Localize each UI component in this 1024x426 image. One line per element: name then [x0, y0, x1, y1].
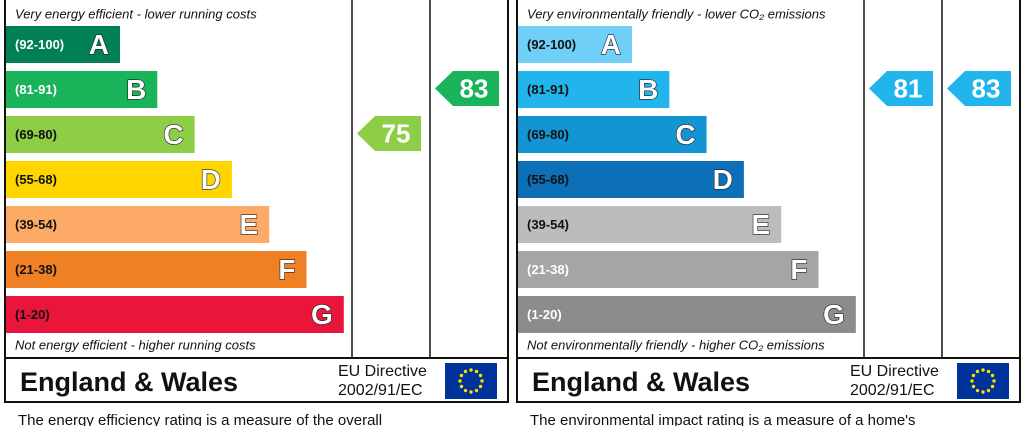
eu-star — [463, 369, 468, 374]
rating-band — [6, 206, 270, 243]
epc-panel: Very environmentally friendly - lower CO… — [516, 0, 1021, 426]
band-letter: E — [240, 209, 259, 240]
directive: EU Directive — [850, 363, 939, 380]
current-score: 81 — [894, 73, 923, 103]
band-range: (39-54) — [15, 217, 57, 232]
eu-star — [975, 388, 980, 393]
eu-star — [986, 388, 991, 393]
footer-title: England & Wales — [532, 367, 750, 397]
eu-star — [981, 390, 985, 394]
eu-star — [971, 373, 976, 378]
band-range: (1-20) — [15, 307, 50, 322]
eu-star — [463, 388, 468, 393]
band-letter: B — [126, 74, 146, 105]
band-range: (69-80) — [527, 127, 569, 142]
eu-star — [459, 384, 464, 389]
rating-band — [6, 161, 232, 198]
eu-star — [981, 368, 985, 372]
band-range: (81-91) — [15, 82, 57, 97]
eu-star — [474, 369, 479, 374]
bottom-note: Not environmentally friendly - higher CO… — [527, 337, 825, 352]
eu-star — [992, 379, 996, 383]
panel-frame — [516, 0, 1021, 403]
rating-band — [518, 161, 744, 198]
eu-star — [478, 384, 483, 389]
directive: 2002/91/EC — [338, 382, 423, 399]
band-letter: B — [638, 74, 658, 105]
description: The energy efficiency rating is a measur… — [18, 412, 382, 426]
rating-band — [6, 26, 120, 63]
band-range: (39-54) — [527, 217, 569, 232]
rating-band — [518, 296, 856, 333]
eu-star — [478, 373, 483, 378]
rating-band — [6, 296, 344, 333]
eu-star — [986, 369, 991, 374]
potential-arrow — [947, 71, 1011, 106]
band-range: (21-38) — [15, 262, 57, 277]
eu-star — [480, 379, 484, 383]
footer-title: England & Wales — [20, 367, 238, 397]
eu-star — [990, 373, 995, 378]
rating-band — [518, 116, 707, 153]
band-letter: C — [675, 119, 695, 150]
potential-score: 83 — [460, 73, 489, 103]
eu-star — [469, 390, 473, 394]
band-range: (81-91) — [527, 82, 569, 97]
eu-star — [459, 373, 464, 378]
band-range: (92-100) — [527, 37, 576, 52]
band-letter: A — [89, 29, 109, 60]
rating-band — [6, 116, 195, 153]
band-letter: F — [790, 254, 807, 285]
band-range: (55-68) — [527, 172, 569, 187]
band-letter: E — [752, 209, 771, 240]
eu-star — [990, 384, 995, 389]
band-range: (55-68) — [15, 172, 57, 187]
band-letter: G — [823, 299, 845, 330]
current-arrow — [869, 71, 933, 106]
eu-star — [971, 384, 976, 389]
band-letter: D — [713, 164, 733, 195]
rating-band — [6, 251, 307, 288]
epc-panel: Very energy efficient - lower running co… — [4, 0, 509, 426]
eu-star — [970, 379, 974, 383]
band-range: (92-100) — [15, 37, 64, 52]
band-letter: C — [163, 119, 183, 150]
band-letter: A — [601, 29, 621, 60]
potential-score: 83 — [972, 73, 1001, 103]
current-score: 75 — [382, 118, 411, 148]
rating-band — [518, 206, 782, 243]
top-note: Very environmentally friendly - lower CO… — [527, 6, 826, 21]
bottom-note: Not energy efficient - higher running co… — [15, 337, 256, 352]
band-letter: D — [201, 164, 221, 195]
band-range: (69-80) — [15, 127, 57, 142]
rating-band — [518, 26, 632, 63]
eu-star — [469, 368, 473, 372]
rating-band — [518, 71, 670, 108]
directive: EU Directive — [338, 363, 427, 380]
panel-frame — [4, 0, 509, 403]
directive: 2002/91/EC — [850, 382, 935, 399]
rating-band — [6, 71, 158, 108]
potential-arrow — [435, 71, 499, 106]
band-range: (21-38) — [527, 262, 569, 277]
current-arrow — [357, 116, 421, 151]
top-note: Very energy efficient - lower running co… — [15, 6, 257, 21]
eu-star — [458, 379, 462, 383]
rating-band — [518, 251, 819, 288]
band-range: (1-20) — [527, 307, 562, 322]
eu-star — [975, 369, 980, 374]
band-letter: G — [311, 299, 333, 330]
band-letter: F — [278, 254, 295, 285]
eu-star — [474, 388, 479, 393]
description: The environmental impact rating is a mea… — [530, 412, 916, 426]
